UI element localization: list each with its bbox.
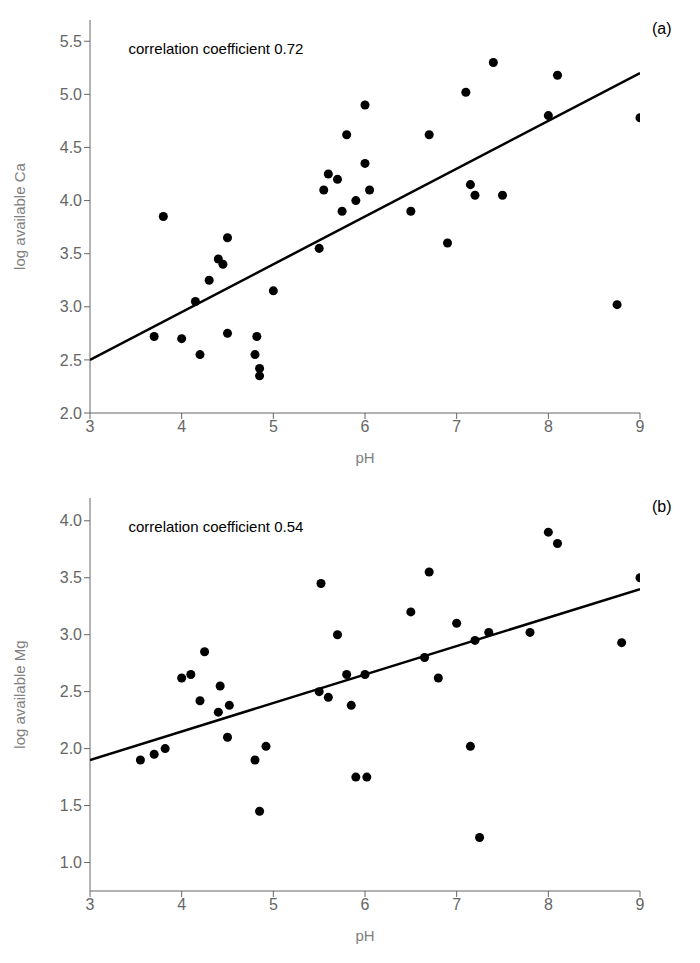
html-text:correlation coefficient 0.54: correlation coefficient 0.54 (128, 517, 304, 535)
svg-text:3.0: 3.0 (60, 626, 82, 643)
svg-text:2.0: 2.0 (60, 405, 82, 422)
svg-text:7: 7 (452, 418, 461, 435)
html-text:(b): (b) (652, 498, 672, 515)
svg-text:log available Ca: log available Ca (11, 162, 28, 269)
svg-text:5: 5 (269, 896, 278, 913)
svg-text:5: 5 (269, 418, 278, 435)
svg-text:3.0: 3.0 (60, 298, 82, 315)
svg-text:1.5: 1.5 (60, 797, 82, 814)
svg-text:3.5: 3.5 (60, 569, 82, 586)
svg-text:4: 4 (177, 896, 186, 913)
svg-text:3.5: 3.5 (60, 245, 82, 262)
svg-text:4.0: 4.0 (60, 192, 82, 209)
svg-text:9: 9 (636, 418, 645, 435)
svg-text:9: 9 (636, 896, 645, 913)
html-text:correlation coefficient 0.72: correlation coefficient 0.72 (128, 39, 304, 57)
svg-text:5.5: 5.5 (60, 33, 82, 50)
svg-text:3: 3 (86, 896, 95, 913)
svg-text:2.0: 2.0 (60, 740, 82, 757)
svg-text:2.5: 2.5 (60, 683, 82, 700)
svg-text:4.5: 4.5 (60, 139, 82, 156)
svg-text:2.5: 2.5 (60, 352, 82, 369)
svg-text:3: 3 (86, 418, 95, 435)
svg-text:4.0: 4.0 (60, 512, 82, 529)
svg-text:7: 7 (452, 896, 461, 913)
svg-text:pH: pH (355, 927, 374, 944)
svg-text:4: 4 (177, 418, 186, 435)
svg-text:6: 6 (361, 896, 370, 913)
svg-text:8: 8 (544, 896, 553, 913)
svg-text:1.0: 1.0 (60, 854, 82, 871)
svg-text:log available Mg: log available Mg (11, 640, 28, 748)
svg-text:5.0: 5.0 (60, 86, 82, 103)
svg-text:8: 8 (544, 418, 553, 435)
svg-text:pH: pH (355, 449, 374, 466)
html-text:(a): (a) (652, 20, 672, 37)
svg-text:6: 6 (361, 418, 370, 435)
